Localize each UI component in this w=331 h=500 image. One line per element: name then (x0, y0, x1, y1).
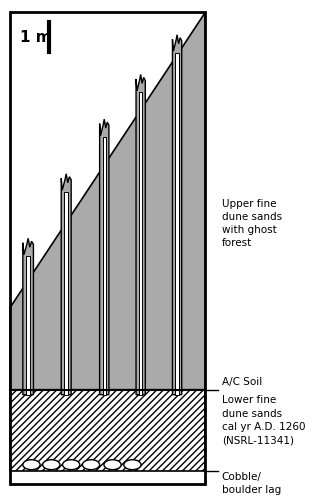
Ellipse shape (43, 460, 60, 469)
Polygon shape (23, 238, 33, 394)
Ellipse shape (104, 460, 121, 469)
Text: A/C Soil: A/C Soil (222, 377, 262, 387)
Ellipse shape (23, 460, 40, 469)
Bar (10, 12, 205, 484)
Ellipse shape (63, 460, 80, 469)
Polygon shape (103, 137, 106, 394)
Polygon shape (61, 174, 71, 394)
Polygon shape (175, 52, 179, 394)
Polygon shape (139, 92, 142, 395)
Polygon shape (100, 119, 109, 394)
Text: 1 m: 1 m (20, 30, 52, 44)
Polygon shape (10, 12, 205, 390)
Polygon shape (10, 390, 205, 470)
Polygon shape (136, 74, 145, 394)
Polygon shape (172, 35, 182, 395)
Polygon shape (65, 192, 68, 394)
Polygon shape (26, 256, 30, 394)
Text: Upper fine
dune sands
with ghost
forest: Upper fine dune sands with ghost forest (222, 198, 282, 248)
Ellipse shape (82, 460, 100, 469)
Text: Lower fine
dune sands
cal yr A.D. 1260
(NSRL-11341): Lower fine dune sands cal yr A.D. 1260 (… (222, 396, 305, 445)
Text: Cobble/
boulder lag: Cobble/ boulder lag (222, 472, 281, 494)
Ellipse shape (124, 460, 141, 469)
